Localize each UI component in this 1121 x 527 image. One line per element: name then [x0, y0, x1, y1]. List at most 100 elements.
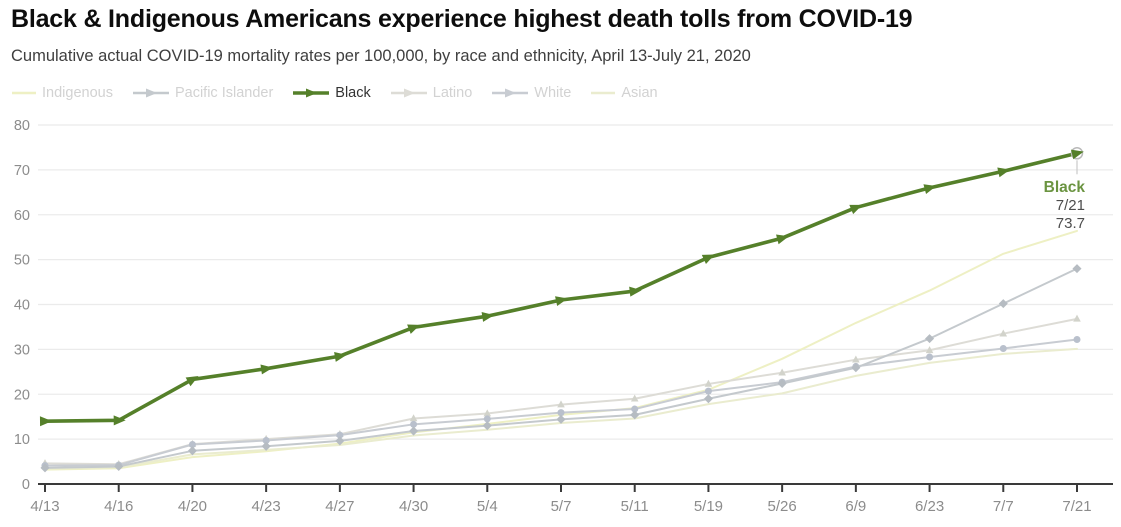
- point-marker: [188, 441, 196, 449]
- arrow-marker: [334, 352, 347, 362]
- arrow-marker: [407, 324, 421, 334]
- x-tick-label: 5/19: [694, 498, 723, 515]
- point-marker: [852, 355, 860, 363]
- point-marker: [999, 329, 1008, 337]
- legend-swatch-icon: [132, 88, 169, 98]
- line-chart: 0 10 20 30 40 50 60 70 80 4/13 4/16 4/20 4/23 4/27 4/3…: [14, 118, 1113, 515]
- annotation-value: 73.7: [1056, 215, 1085, 232]
- x-tick-label: 4/20: [178, 498, 207, 515]
- arrow-marker: [997, 167, 1011, 178]
- point-marker: [703, 394, 713, 404]
- x-tick-label: 4/23: [252, 498, 281, 515]
- arrow-marker: [1070, 149, 1084, 160]
- arrow-marker: [185, 376, 199, 387]
- annotation-series-label: Black: [1044, 179, 1086, 196]
- point-marker: [704, 387, 712, 395]
- point-marker: [631, 405, 639, 413]
- point-marker: [704, 379, 713, 387]
- point-marker: [999, 344, 1007, 352]
- gridlines: [38, 124, 1113, 440]
- point-marker: [262, 436, 270, 444]
- point-marker: [630, 410, 640, 420]
- x-tick-label: 7/21: [1062, 498, 1091, 515]
- point-marker: [777, 378, 787, 389]
- legend-label: White: [534, 85, 572, 101]
- annotation-date: 7/21: [1056, 197, 1085, 214]
- arrow-marker: [113, 415, 126, 426]
- legend: Indigenous Pacific Islander Black Latino Whi…: [12, 85, 658, 101]
- point-marker: [1073, 336, 1081, 344]
- legend-swatch-icon: [492, 88, 529, 98]
- legend-label: Pacific Islander: [174, 85, 274, 101]
- point-marker: [336, 431, 344, 439]
- arrow-marker: [923, 184, 937, 194]
- point-marker: [778, 368, 786, 376]
- x-tick-label: 4/27: [325, 498, 354, 515]
- legend-item-indigenous[interactable]: Indigenous: [12, 85, 113, 101]
- point-marker: [187, 446, 197, 456]
- point-marker: [114, 461, 124, 472]
- y-tick-label: 70: [14, 163, 30, 179]
- arrow-marker: [701, 254, 715, 265]
- arrow-marker: [481, 311, 495, 322]
- x-axis: 4/13 4/16 4/20 4/23 4/27 4/30 5/4 5/7 5/11 5/19 5/…: [30, 483, 1113, 515]
- x-tick-label: 4/13: [30, 498, 59, 515]
- point-marker: [630, 394, 639, 402]
- y-tick-label: 50: [14, 253, 30, 269]
- y-tick-label: 30: [14, 342, 30, 358]
- point-marker: [410, 420, 418, 428]
- point-marker: [557, 409, 565, 417]
- legend-item-latino[interactable]: Latino: [390, 85, 473, 101]
- legend-swatch-icon: [293, 88, 330, 98]
- chart-title: Black & Indigenous Americans experience …: [11, 5, 913, 33]
- legend-swatch-icon: [591, 91, 616, 95]
- x-tick-label: 5/7: [551, 498, 572, 515]
- y-tick-label: 10: [14, 432, 30, 448]
- legend-item-pacific-islander[interactable]: Pacific Islander: [132, 85, 274, 101]
- legend-item-asian[interactable]: Asian: [591, 85, 658, 101]
- series-black: [39, 147, 1084, 427]
- point-marker: [483, 415, 491, 423]
- arrow-marker: [849, 204, 863, 215]
- series-pacific-islander: [40, 264, 1082, 473]
- legend-label: Indigenous: [42, 85, 113, 101]
- legend-swatch-icon: [390, 88, 427, 98]
- legend-label: Asian: [621, 85, 658, 101]
- point-marker: [925, 346, 934, 354]
- arrow-marker: [260, 364, 274, 375]
- legend-label: Latino: [432, 85, 473, 101]
- point-marker: [409, 414, 418, 422]
- point-marker: [557, 400, 565, 408]
- x-tick-label: 5/26: [768, 498, 797, 515]
- point-marker: [1072, 264, 1082, 274]
- point-marker: [1073, 314, 1081, 322]
- x-tick-label: 4/16: [104, 498, 133, 515]
- legend-label: Black: [335, 85, 371, 101]
- y-tick-label: 80: [14, 118, 30, 134]
- y-axis-labels: 0 10 20 30 40 50 60 70 80: [14, 118, 30, 493]
- point-marker: [926, 353, 934, 361]
- y-tick-label: 60: [14, 208, 30, 224]
- x-tick-label: 5/4: [477, 498, 498, 515]
- x-tick-label: 7/7: [993, 498, 1014, 515]
- arrow-marker: [39, 416, 52, 427]
- point-marker: [851, 363, 861, 373]
- point-marker: [998, 299, 1008, 309]
- y-tick-label: 0: [22, 477, 30, 493]
- point-marker: [925, 334, 935, 344]
- series-line: [43, 151, 1079, 423]
- arrow-marker: [629, 286, 642, 297]
- x-tick-label: 4/30: [399, 498, 428, 515]
- arrow-marker: [776, 234, 789, 245]
- legend-swatch-icon: [12, 91, 36, 95]
- point-marker: [483, 409, 492, 417]
- legend-item-black[interactable]: Black: [293, 85, 371, 101]
- y-tick-label: 20: [14, 387, 30, 403]
- x-tick-label: 6/9: [845, 498, 866, 515]
- point-marker: [409, 426, 419, 436]
- x-tick-label: 6/23: [915, 498, 944, 515]
- legend-item-white[interactable]: White: [492, 85, 571, 101]
- chart-subtitle: Cumulative actual COVID-19 mortality rat…: [11, 47, 751, 65]
- y-tick-label: 40: [14, 298, 30, 314]
